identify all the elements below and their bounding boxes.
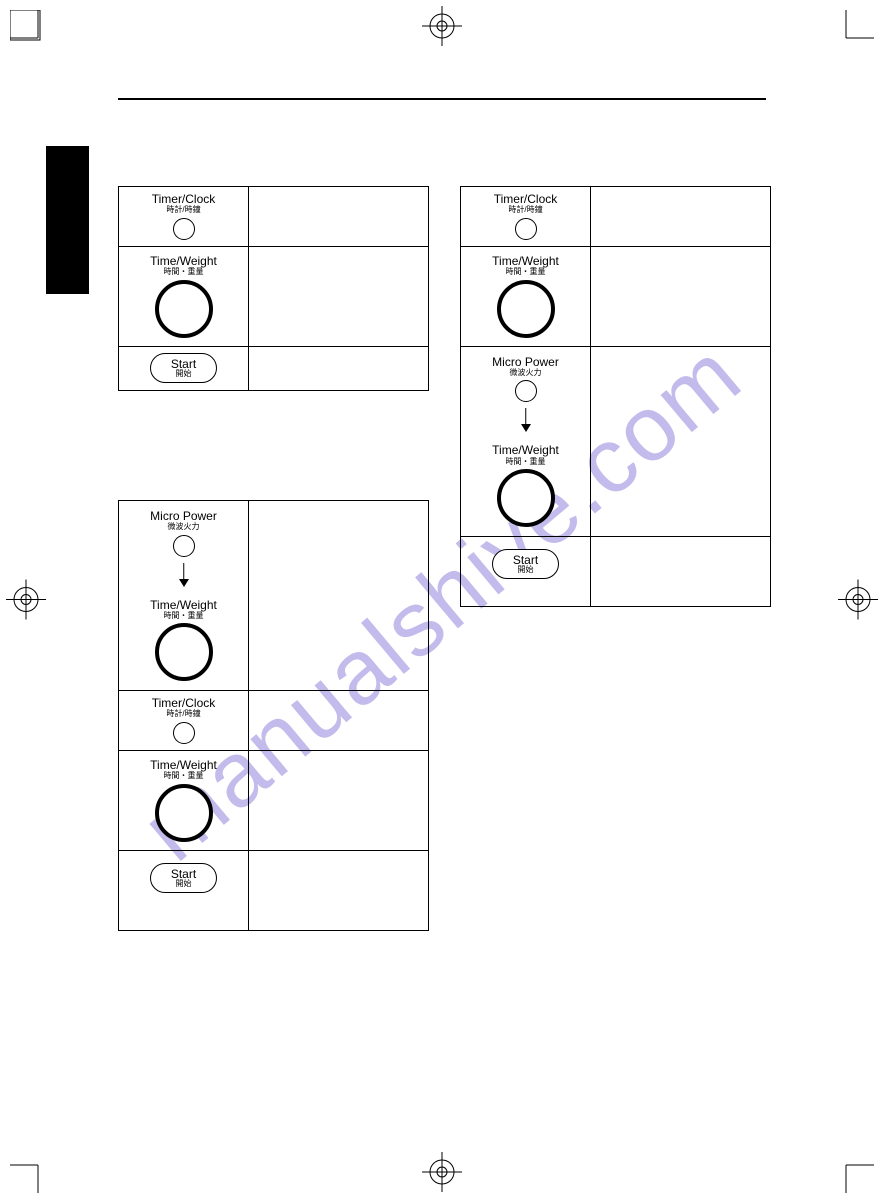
timer-clock-label-zh: 時計/時鐘 [166,206,200,215]
time-weight-label-zh: 時間・重量 [506,458,546,467]
table-cell [591,246,771,346]
time-weight-dial-icon [155,623,213,681]
table-cell: Time/Weight 時間・重量 [119,246,249,346]
micro-power-label: Micro Power [492,356,559,369]
table-cell: Timer/Clock 時計/時鐘 [119,187,249,247]
side-tab [46,146,89,294]
registration-mark-right [838,579,878,624]
table-cell: Micro Power 微波火力 Time/Weight 時間・重量 [119,501,249,691]
start-button-icon: Start 開始 [150,863,217,893]
table-cell [249,187,429,247]
time-weight-dial-icon [497,469,555,527]
table-cell: Timer/Clock 時計/時鐘 [461,187,591,247]
start-label-zh: 開始 [171,880,196,888]
micro-power-label-zh: 微波火力 [510,369,542,378]
time-weight-label-zh: 時間・重量 [164,612,204,621]
start-button-icon: Start 開始 [150,353,217,383]
micro-power-label-zh: 微波火力 [168,523,200,532]
table-cell: Timer/Clock 時計/時鐘 [119,691,249,751]
time-weight-label: Time/Weight [492,444,559,457]
crop-mark-tl-inner [10,10,54,54]
time-weight-dial-icon [155,280,213,338]
time-weight-dial-icon [155,784,213,842]
micro-power-button-icon [515,380,537,402]
timer-clock-label-zh: 時計/時鐘 [508,206,542,215]
micro-power-button-icon [173,535,195,557]
registration-mark-top [422,6,462,51]
instruction-table-1: Timer/Clock 時計/時鐘 Time/Weight 時間・重量 Star… [118,186,429,391]
table-cell [591,536,771,606]
time-weight-dial-icon [497,280,555,338]
table-cell [249,346,429,390]
start-label-zh: 開始 [513,566,538,574]
timer-clock-button-icon [173,218,195,240]
table-cell: Start 開始 [119,850,249,930]
time-weight-label: Time/Weight [150,599,217,612]
timer-clock-button-icon [515,218,537,240]
table-cell: Start 開始 [461,536,591,606]
timer-clock-button-icon [173,722,195,744]
instruction-table-3: Timer/Clock 時計/時鐘 Time/Weight 時間・重量 Micr… [460,186,771,607]
crop-mark-bl [10,1133,70,1193]
table-cell [249,850,429,930]
instruction-table-2: Micro Power 微波火力 Time/Weight 時間・重量 Timer… [118,500,429,931]
registration-mark-bottom [422,1152,462,1197]
time-weight-label-zh: 時間・重量 [164,268,204,277]
registration-mark-left [6,579,46,624]
table-cell [249,750,429,850]
time-weight-label-zh: 時間・重量 [164,772,204,781]
table-cell [249,246,429,346]
table-cell [591,346,771,536]
header-rule [118,98,766,100]
crop-mark-br [814,1133,874,1193]
table-cell [249,501,429,691]
start-button-icon: Start 開始 [492,549,559,579]
start-label-zh: 開始 [171,370,196,378]
table-cell: Micro Power 微波火力 Time/Weight 時間・重量 [461,346,591,536]
micro-power-label: Micro Power [150,510,217,523]
table-cell: Time/Weight 時間・重量 [461,246,591,346]
table-cell [591,187,771,247]
table-cell: Start 開始 [119,346,249,390]
timer-clock-label-zh: 時計/時鐘 [166,710,200,719]
time-weight-label-zh: 時間・重量 [506,268,546,277]
crop-mark-tr [814,10,874,70]
table-cell [249,691,429,751]
table-cell: Time/Weight 時間・重量 [119,750,249,850]
